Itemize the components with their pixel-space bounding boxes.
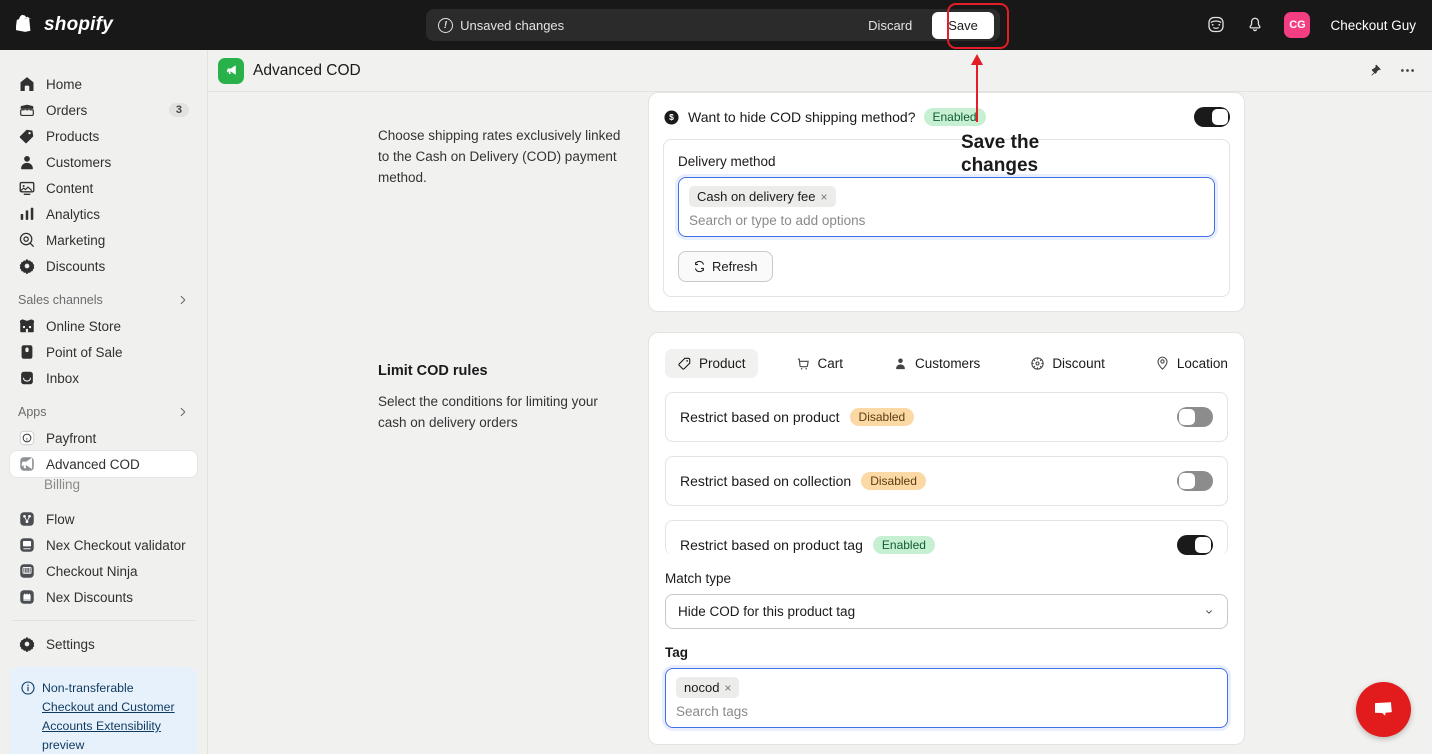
svg-text:$: $	[669, 112, 674, 122]
